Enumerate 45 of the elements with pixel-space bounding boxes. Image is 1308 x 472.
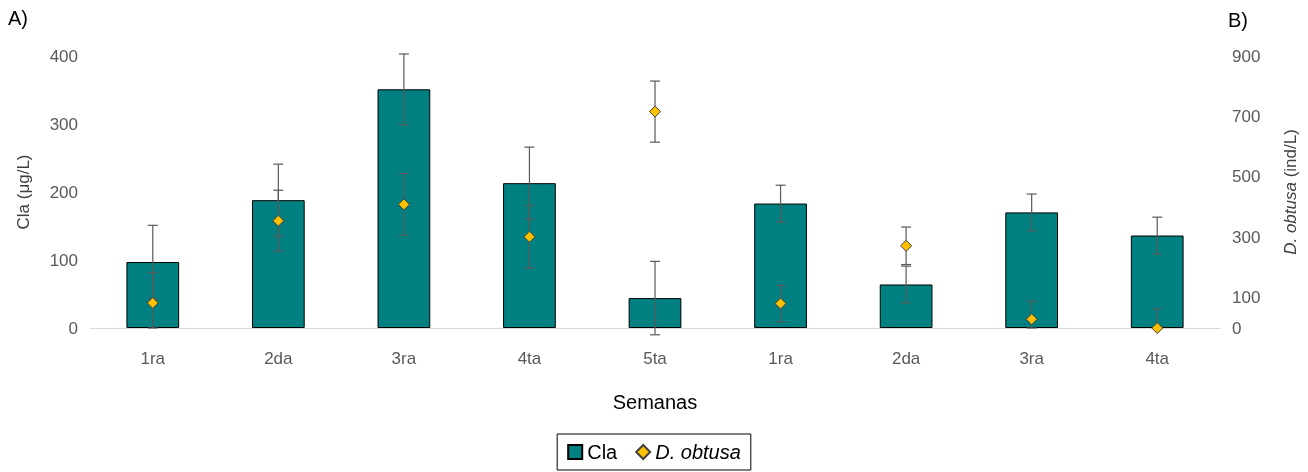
- y-tick-label: 300: [49, 114, 78, 134]
- bar: [628, 298, 682, 328]
- point: [523, 230, 536, 243]
- point: [1025, 313, 1038, 326]
- point: [1151, 322, 1164, 334]
- x-tick-label: 4ta: [1145, 349, 1170, 368]
- point: [272, 214, 285, 227]
- bar: [879, 284, 933, 328]
- y-axis-title: Cla (μg/L): [14, 154, 33, 230]
- legend-label: D. obtusa: [655, 441, 741, 463]
- y2-tick-label: 100: [1232, 288, 1261, 308]
- x-tick-label: 2da: [264, 349, 294, 368]
- y-tick-label: 100: [49, 250, 78, 270]
- y-tick-label: 400: [49, 46, 78, 66]
- bar: [754, 203, 807, 328]
- legend-label: Cla: [587, 441, 619, 463]
- bar: [1005, 212, 1059, 328]
- bar: [251, 200, 305, 328]
- x-tick-label: 2da: [891, 349, 921, 368]
- x-tick-label: 4ta: [517, 349, 542, 368]
- x-tick-label: 1ra: [768, 349, 794, 368]
- bar: [377, 89, 431, 328]
- y-tick-label: 0: [68, 318, 78, 338]
- point: [146, 296, 159, 309]
- x-tick-label: 5ta: [643, 349, 668, 368]
- point: [900, 239, 913, 252]
- point: [774, 297, 787, 310]
- x-tick-label: 3ra: [1019, 349, 1045, 368]
- bar: [1130, 235, 1184, 328]
- x-tick-label: 1ra: [140, 349, 166, 368]
- bar: [126, 262, 180, 328]
- x-tick-label: 3ra: [391, 349, 417, 368]
- text: A): [8, 7, 28, 29]
- y2-tick-label: 700: [1232, 106, 1261, 126]
- point: [397, 198, 410, 211]
- y2-tick-label: 900: [1232, 46, 1261, 66]
- y-tick-label: 200: [49, 182, 78, 202]
- y2-tick-label: 300: [1232, 227, 1261, 247]
- y2-tick-label: 0: [1232, 318, 1242, 338]
- y2-tick-label: 500: [1232, 167, 1261, 187]
- text: B): [1228, 9, 1248, 31]
- x-axis-title: Semanas: [612, 391, 698, 413]
- point: [649, 105, 661, 118]
- y2-axis-title: D. obtusa (ind/L): [1281, 129, 1300, 255]
- bar: [503, 183, 556, 328]
